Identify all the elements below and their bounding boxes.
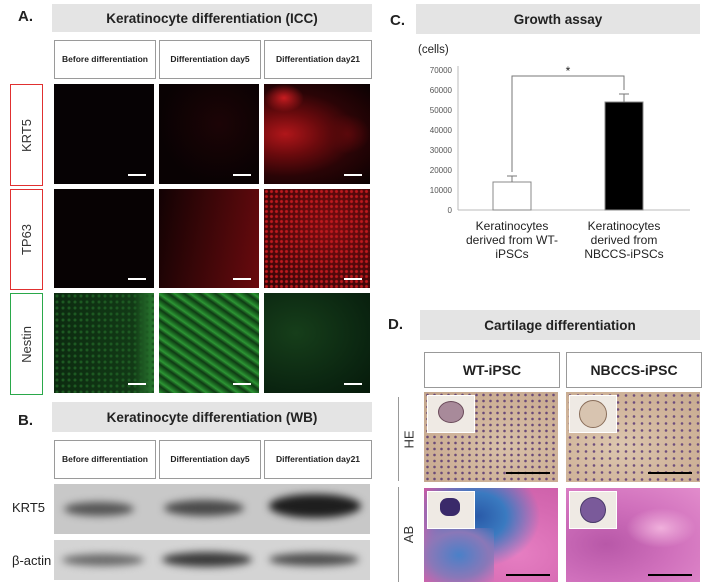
icc-krt5-day21 [264, 84, 370, 184]
icc-nestin-before [54, 293, 154, 393]
y-tick-label-3: 30000 [430, 146, 453, 155]
y-tick-label-2: 20000 [430, 166, 453, 175]
significance-star: * [566, 64, 571, 78]
histology-ab-nbccs [566, 488, 700, 582]
growth-assay-chart: 0 10000 20000 30000 40000 50000 60000 70000 * Ker… [430, 64, 690, 261]
category-label-1: Keratinocytes derived from NBCCS-iPSCs [584, 219, 663, 261]
panel-a-row-label-nestin: Nestin [10, 293, 43, 395]
y-tick-label-7: 70000 [430, 66, 453, 75]
bar-0 [492, 181, 532, 211]
panel-d-title: Cartilage differentiation [420, 310, 700, 340]
panel-b-col-header-1: Before differentiation [54, 440, 156, 479]
panel-d-row-label-ab: AB [401, 525, 417, 544]
panel-d-letter: D. [388, 316, 403, 333]
he-nbccs-inset [569, 395, 617, 433]
y-tick-label-1: 10000 [430, 186, 453, 195]
wb-blot-bactin [54, 540, 370, 580]
panel-a-row-label-tp63: TP63 [10, 189, 43, 290]
icc-krt5-day5 [159, 84, 259, 184]
panel-a-col-header-1: Before differentiation [54, 40, 156, 79]
panel-b-title: Keratinocyte differentiation (WB) [52, 402, 372, 432]
histology-he-nbccs [566, 392, 700, 482]
panel-b-col-header-3: Differentiation day21 [264, 440, 372, 479]
panel-a-title: Keratinocyte differentiation (ICC) [52, 4, 372, 32]
icc-krt5-before [54, 84, 154, 184]
y-tick-label-4: 40000 [430, 126, 453, 135]
y-tick-label-5: 50000 [430, 106, 453, 115]
panel-b-col-header-2: Differentiation day5 [159, 440, 261, 479]
icc-tp63-before [54, 189, 154, 288]
wb-row-label-bactin: β-actin [12, 553, 52, 568]
panel-d-col-header-nbccs: NBCCS-iPSC [566, 352, 702, 388]
panel-a-col-header-3: Differentiation day21 [264, 40, 372, 79]
he-wt-inset [427, 395, 475, 433]
panel-d-col-header-wt: WT-iPSC [424, 352, 560, 388]
panel-c-title: Growth assay [416, 4, 700, 34]
panel-b-letter: B. [18, 412, 33, 429]
y-tick-label-0: 0 [448, 206, 453, 215]
wb-blot-krt5 [54, 484, 370, 534]
bar-1 [604, 101, 644, 211]
icc-tp63-day5 [159, 189, 259, 288]
ab-wt-inset [427, 491, 475, 529]
histology-he-wt [424, 392, 558, 482]
ab-nbccs-inset [569, 491, 617, 529]
panel-a-col-header-2: Differentiation day5 [159, 40, 261, 79]
category-label-0: Keratinocytes derived from WT-iPSCs [466, 219, 558, 261]
panel-a-row-label-krt5: KRT5 [10, 84, 43, 186]
panel-d-row-label-he: HE [401, 429, 417, 449]
histology-ab-wt [424, 488, 558, 582]
wb-row-label-krt5: KRT5 [12, 500, 45, 515]
panel-c-letter: C. [390, 12, 405, 29]
significance-bracket [511, 75, 625, 172]
chart-unit-label: (cells) [418, 44, 449, 56]
panel-a-letter: A. [18, 8, 33, 25]
icc-nestin-day21 [264, 293, 370, 393]
icc-nestin-day5 [159, 293, 259, 393]
y-tick-label-6: 60000 [430, 86, 453, 95]
icc-tp63-day21 [264, 189, 370, 288]
